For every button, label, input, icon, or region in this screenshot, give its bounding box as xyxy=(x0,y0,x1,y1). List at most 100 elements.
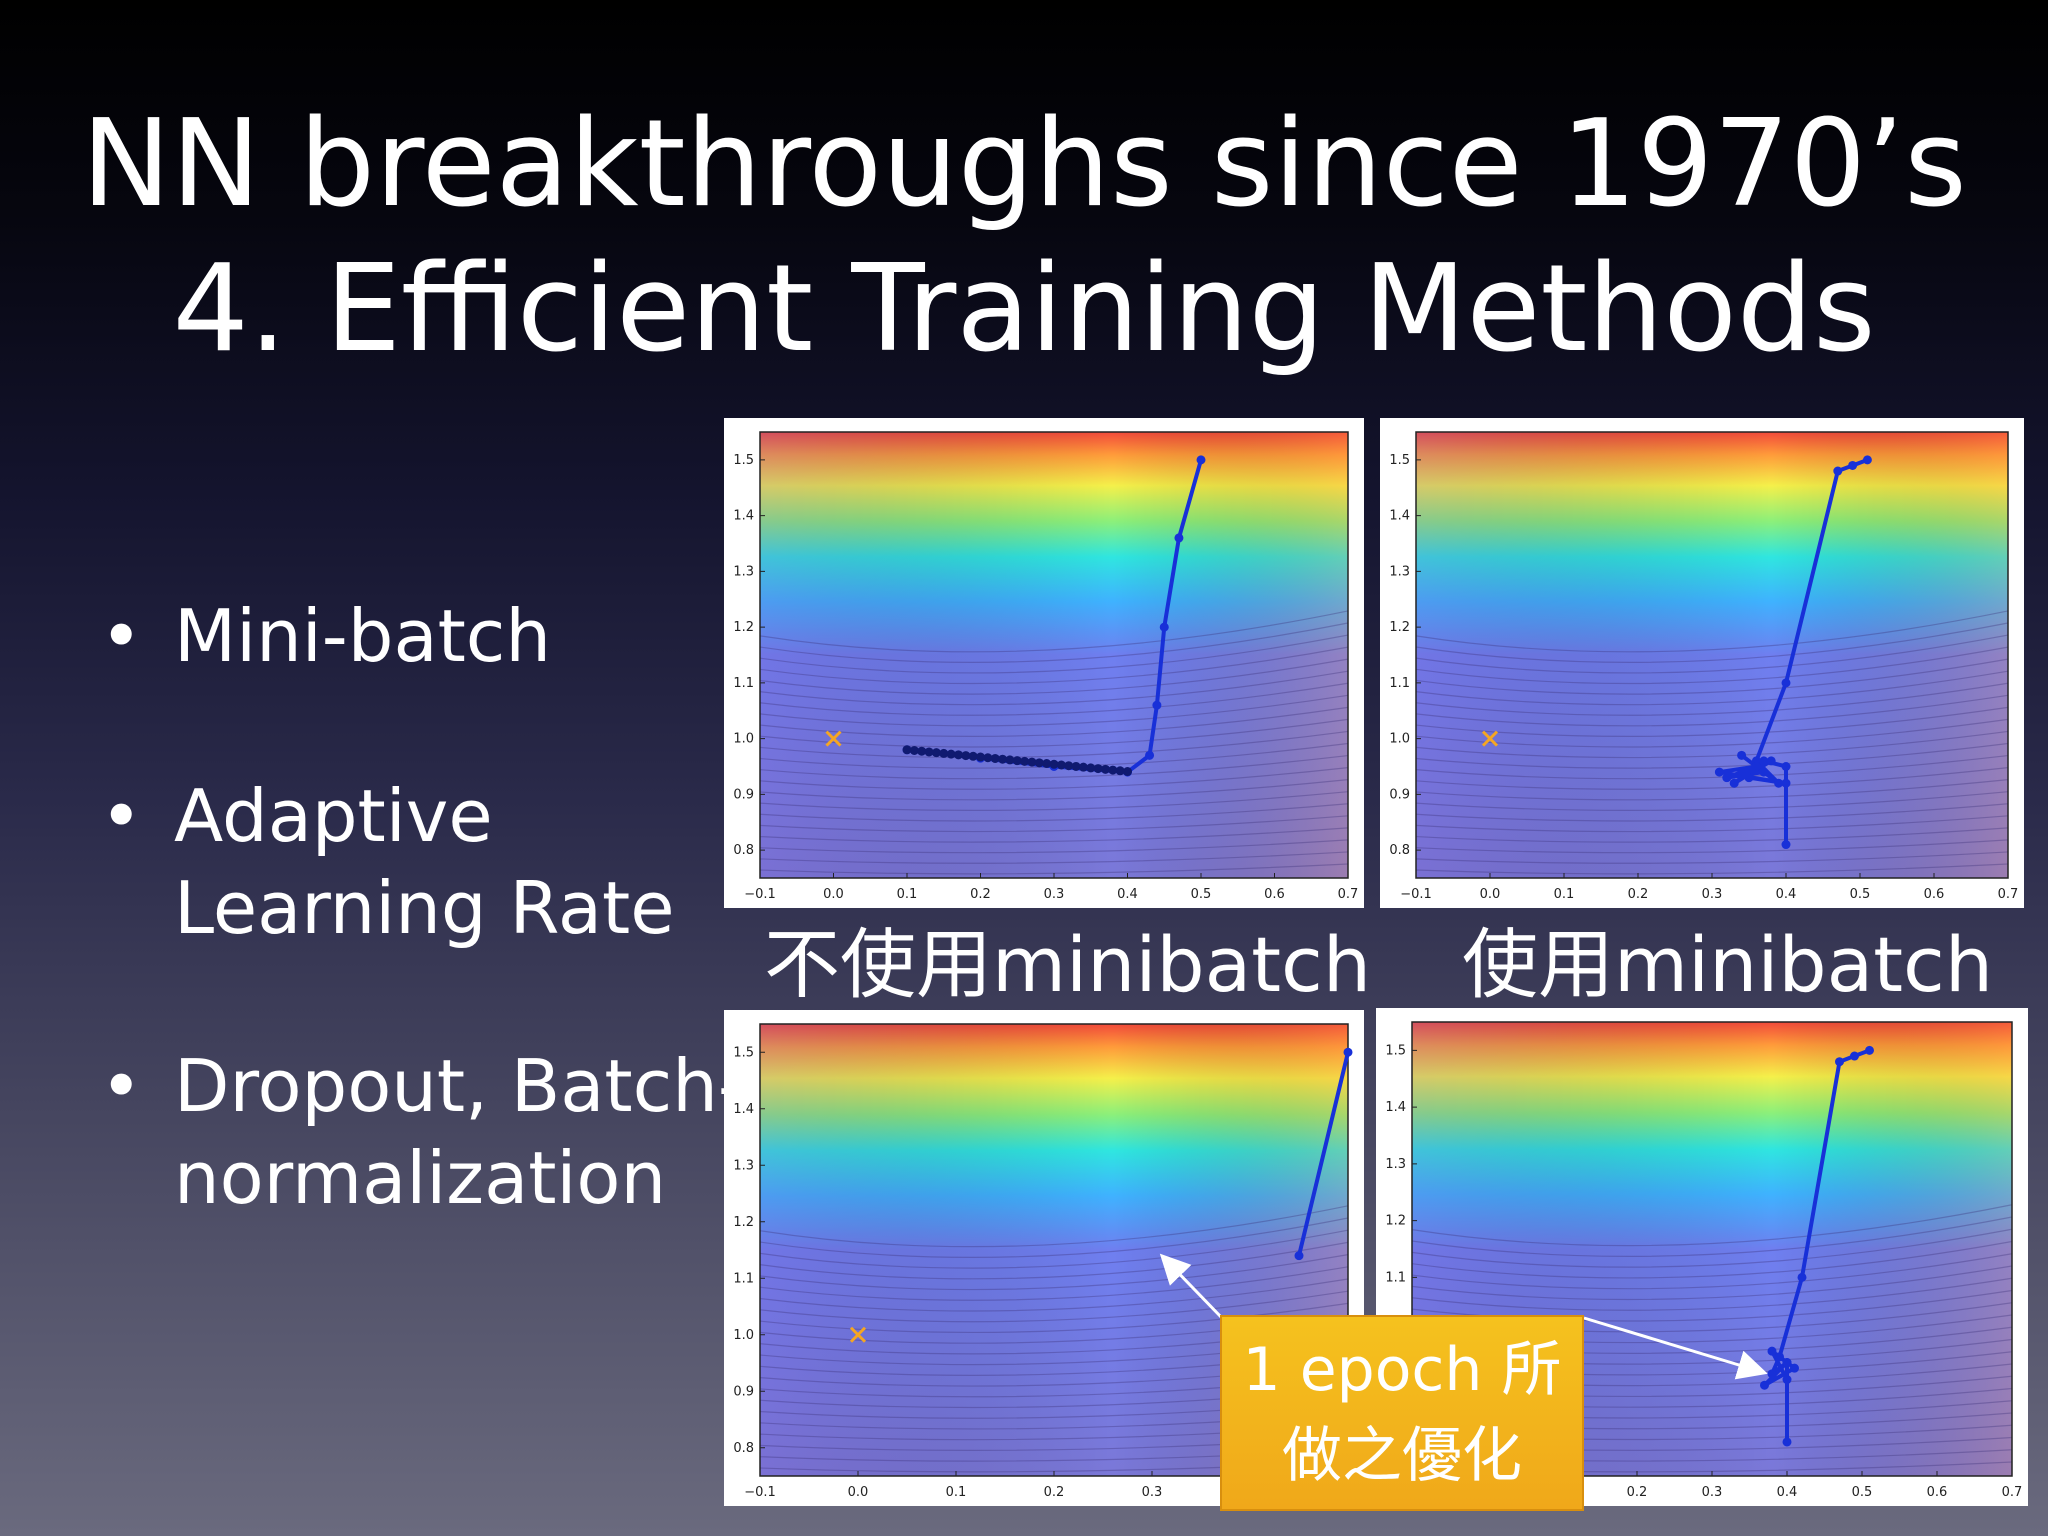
path-point xyxy=(1751,762,1761,771)
path-point-dense xyxy=(931,748,941,758)
x-tick-label: 0.2 xyxy=(1628,887,1649,902)
contour-lines xyxy=(759,610,1349,875)
y-tick-label: 1.5 xyxy=(1385,1043,1406,1058)
path-point-dense xyxy=(1005,755,1015,765)
path-point-dense xyxy=(1056,760,1066,770)
path-point-dense xyxy=(1108,765,1118,775)
y-tick-label: 1.3 xyxy=(733,564,754,579)
contour-line xyxy=(1415,694,2009,727)
epoch-callout-box: 1 epoch 所 做之優化 xyxy=(1220,1315,1584,1511)
path-point xyxy=(1294,1251,1304,1261)
path-point-dense xyxy=(1115,766,1125,776)
contour-line xyxy=(759,1229,1349,1269)
path-point xyxy=(1782,1358,1792,1367)
contour-line xyxy=(759,815,1349,833)
path-point xyxy=(1196,455,1206,465)
optimum-x-marker xyxy=(825,730,842,747)
contour-line xyxy=(759,730,1349,759)
path-point xyxy=(1759,756,1769,766)
y-tick-label: 1.5 xyxy=(733,1045,754,1060)
y-tick-label: 1.4 xyxy=(1385,1100,1406,1115)
x-tick-label: 0.5 xyxy=(1191,887,1212,902)
path-point xyxy=(1767,1346,1777,1356)
y-tick-label: 1.1 xyxy=(733,676,754,691)
contour-line xyxy=(759,1290,1349,1323)
y-tick-label: 1.2 xyxy=(1389,620,1410,635)
callout-line1: 1 epoch 所 xyxy=(1242,1335,1562,1405)
y-tick-label: 0.8 xyxy=(1389,843,1410,858)
bullet-text: Mini-batch xyxy=(174,594,552,678)
path-point xyxy=(1833,466,1843,476)
contour-line xyxy=(759,863,1349,875)
contour-line xyxy=(1415,610,2009,653)
path-point xyxy=(1774,778,1784,788)
path-point-dense xyxy=(1020,756,1030,766)
contour-line xyxy=(1415,839,2009,854)
path-point xyxy=(1343,1047,1353,1057)
x-tick-label: 0.7 xyxy=(2002,1485,2023,1500)
contour-line xyxy=(1411,1228,2013,1268)
optimum-x-marker xyxy=(1481,730,1499,747)
contour-line xyxy=(1415,742,2009,769)
path-point-dense xyxy=(1027,757,1037,767)
contour-line xyxy=(759,658,1349,695)
contour-line xyxy=(759,622,1349,663)
path-point-dense xyxy=(953,750,963,760)
y-tick-label: 1.2 xyxy=(733,620,754,635)
x-tick-label: 0.1 xyxy=(946,1485,967,1500)
path-point xyxy=(1159,622,1169,632)
contour-line xyxy=(1411,1240,2013,1279)
contour-overlay xyxy=(760,432,1348,878)
contour-line xyxy=(759,1278,1349,1312)
path-point-dense xyxy=(909,745,919,755)
path-point-dense xyxy=(1042,759,1052,769)
x-tick-label: 0.1 xyxy=(1554,887,1575,902)
y-tick-label: 1.2 xyxy=(1385,1214,1406,1229)
contour-line xyxy=(759,754,1349,780)
y-tick-label: 1.5 xyxy=(733,453,754,468)
x-tick-label: 0.1 xyxy=(897,887,918,902)
path-point xyxy=(1766,756,1776,766)
contour-line xyxy=(759,767,1349,790)
contour-line xyxy=(759,694,1349,727)
bullet-text: Learning Rate xyxy=(174,866,675,950)
path-point xyxy=(1781,840,1791,850)
x-tick-label: −0.1 xyxy=(744,887,776,902)
x-tick-label: 0.3 xyxy=(1044,887,1065,902)
contour-line xyxy=(1415,815,2009,833)
path-point-dense xyxy=(1123,767,1132,777)
contour-lines xyxy=(1415,610,2009,875)
y-tick-label: 1.0 xyxy=(733,1328,754,1343)
plot-svg: −0.1 0.0 0.1 0.2 0.3 0.4 0.5 0.6 0.7 0.8 0.9 1.0 1.1… xyxy=(733,431,1359,902)
y-tick-label: 0.9 xyxy=(733,787,754,802)
contour-line xyxy=(759,1266,1349,1301)
path-point xyxy=(1760,1380,1769,1390)
contour-line xyxy=(759,718,1349,748)
x-tick-label: 0.4 xyxy=(1777,1485,1798,1500)
x-tick-label: 0.7 xyxy=(1338,887,1359,902)
contour-plot-no-minibatch-top: −0.1 0.0 0.1 0.2 0.3 0.4 0.5 0.6 0.7 0.8 0.9 1.0 1.1… xyxy=(724,418,1364,908)
path-point xyxy=(1737,750,1747,760)
contour-line xyxy=(1411,1253,2013,1290)
caption-no-minibatch: 不使用minibatch xyxy=(764,920,1371,1009)
path-point-dense xyxy=(917,746,927,756)
contour-line xyxy=(759,634,1349,674)
y-tick-label: 0.9 xyxy=(1389,787,1410,802)
x-tick-label: 0.0 xyxy=(823,887,844,902)
y-tick-label: 1.4 xyxy=(1389,509,1410,524)
y-tick-label: 0.9 xyxy=(733,1384,754,1399)
contour-line xyxy=(759,1254,1349,1291)
contour-line xyxy=(759,791,1349,811)
contour-overlay xyxy=(1416,432,2008,878)
callout-line2: 做之優化 xyxy=(1282,1421,1522,1491)
x-tick-label: 0.2 xyxy=(1044,1485,1065,1500)
contour-lines xyxy=(1411,1204,2013,1473)
x-tick-label: −0.1 xyxy=(744,1485,776,1500)
path-point xyxy=(1714,767,1724,777)
path-point-dense xyxy=(939,748,949,758)
caption-minibatch: 使用minibatch xyxy=(1462,920,1993,1009)
path-point-dense xyxy=(1064,761,1074,771)
path-point xyxy=(1865,1045,1874,1055)
contour-line xyxy=(759,670,1349,706)
y-tick-label: 1.1 xyxy=(1385,1270,1406,1285)
